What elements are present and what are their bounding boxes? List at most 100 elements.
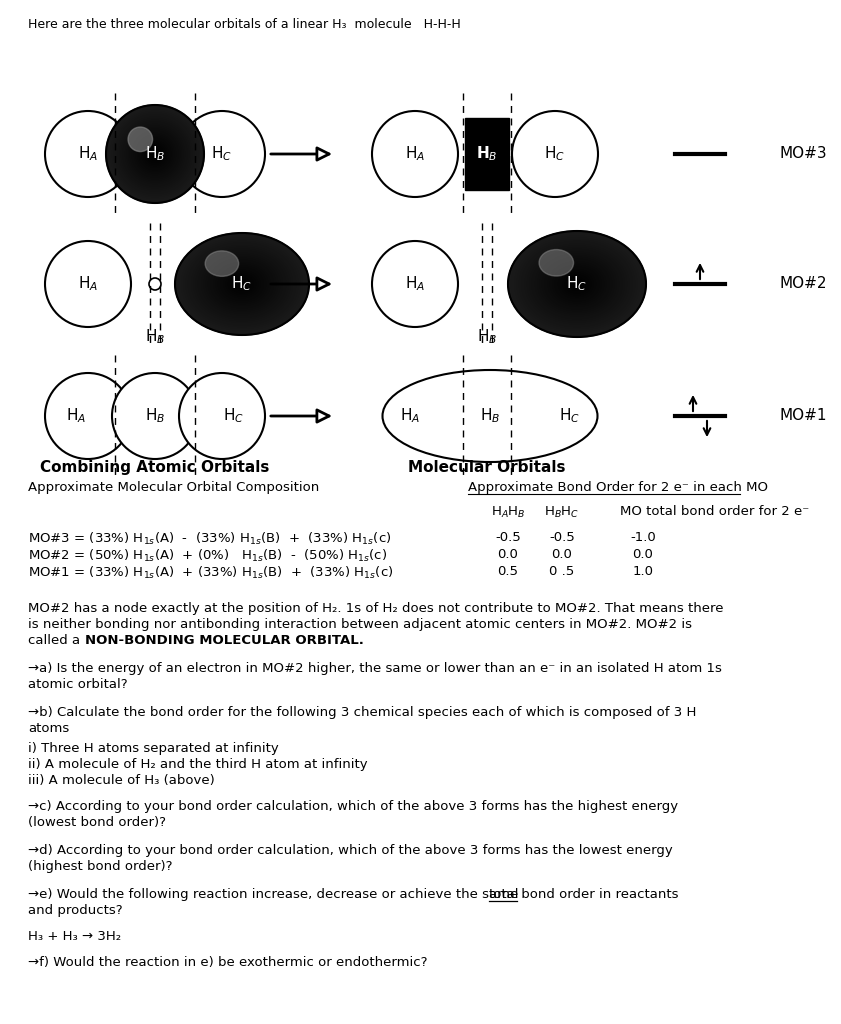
Circle shape <box>144 142 167 166</box>
Ellipse shape <box>222 268 262 299</box>
Circle shape <box>110 110 200 199</box>
Circle shape <box>143 141 167 166</box>
Text: H$_B$H$_C$: H$_B$H$_C$ <box>544 505 579 520</box>
Circle shape <box>45 373 131 459</box>
Ellipse shape <box>206 257 278 311</box>
Circle shape <box>112 373 198 459</box>
Ellipse shape <box>513 234 642 334</box>
FancyBboxPatch shape <box>465 118 509 190</box>
Circle shape <box>124 123 186 185</box>
Circle shape <box>150 150 160 159</box>
Circle shape <box>139 137 172 170</box>
Circle shape <box>106 105 204 203</box>
Text: ii) A molecule of H₂ and the third H atom at infinity: ii) A molecule of H₂ and the third H ato… <box>28 758 368 771</box>
Circle shape <box>151 150 159 158</box>
Circle shape <box>112 111 198 198</box>
Ellipse shape <box>533 251 621 317</box>
Circle shape <box>145 144 165 164</box>
Ellipse shape <box>574 283 579 286</box>
Ellipse shape <box>562 272 592 296</box>
Text: and products?: and products? <box>28 904 123 918</box>
Text: MO#1 = (33%) H$_{1s}$(A)  + (33%) H$_{1s}$(B)  +  (33%) H$_{1s}$(c): MO#1 = (33%) H$_{1s}$(A) + (33%) H$_{1s}… <box>28 565 394 581</box>
Text: 0 .5: 0 .5 <box>549 565 574 578</box>
Circle shape <box>108 106 203 202</box>
Text: →a) Is the energy of an electron in MO#2 higher, the same or lower than an e⁻ in: →a) Is the energy of an electron in MO#2… <box>28 662 722 675</box>
Circle shape <box>140 139 170 169</box>
Ellipse shape <box>518 239 636 329</box>
Ellipse shape <box>534 251 620 316</box>
Ellipse shape <box>532 250 621 318</box>
Text: 0.0: 0.0 <box>632 548 653 561</box>
Text: MO total bond order for 2 e⁻: MO total bond order for 2 e⁻ <box>620 505 809 518</box>
Ellipse shape <box>201 253 283 315</box>
Circle shape <box>372 241 458 327</box>
Ellipse shape <box>185 241 299 328</box>
Circle shape <box>114 114 196 195</box>
Circle shape <box>125 125 184 183</box>
Circle shape <box>119 118 191 189</box>
Text: Approximate Bond Order for 2 e⁻ in each MO: Approximate Bond Order for 2 e⁻ in each … <box>468 481 768 494</box>
Text: i) Three H atoms separated at infinity: i) Three H atoms separated at infinity <box>28 742 278 755</box>
Circle shape <box>150 148 161 160</box>
Ellipse shape <box>516 238 638 331</box>
Text: Approximate Molecular Orbital Composition: Approximate Molecular Orbital Compositio… <box>28 481 320 494</box>
Text: is neither bonding nor antibonding interaction between adjacent atomic centers i: is neither bonding nor antibonding inter… <box>28 618 692 631</box>
Circle shape <box>107 105 204 202</box>
Ellipse shape <box>234 279 250 290</box>
Ellipse shape <box>176 233 308 334</box>
Text: called a: called a <box>28 634 84 647</box>
Ellipse shape <box>236 280 247 288</box>
Circle shape <box>114 113 197 196</box>
Text: (lowest bond order)?: (lowest bond order)? <box>28 816 166 829</box>
Ellipse shape <box>549 263 605 305</box>
Text: H$_B$: H$_B$ <box>480 407 500 425</box>
Text: Here are the three molecular orbitals of a linear H₃  molecule   H-H-H: Here are the three molecular orbitals of… <box>28 18 461 31</box>
Ellipse shape <box>196 249 288 318</box>
Ellipse shape <box>560 270 595 297</box>
Ellipse shape <box>570 279 584 290</box>
Circle shape <box>372 111 458 197</box>
Ellipse shape <box>188 243 297 326</box>
Circle shape <box>126 125 183 182</box>
Circle shape <box>140 138 171 170</box>
Ellipse shape <box>573 281 582 288</box>
Text: atomic orbital?: atomic orbital? <box>28 678 128 691</box>
Ellipse shape <box>558 269 596 299</box>
Circle shape <box>130 129 180 179</box>
Circle shape <box>153 153 156 156</box>
Text: H₃ + H₃ → 3H₂: H₃ + H₃ → 3H₂ <box>28 930 121 943</box>
Ellipse shape <box>542 257 611 310</box>
Circle shape <box>145 143 166 165</box>
Circle shape <box>108 108 202 201</box>
Text: H$_A$: H$_A$ <box>400 407 420 425</box>
Circle shape <box>120 119 190 189</box>
Ellipse shape <box>530 248 624 321</box>
Ellipse shape <box>230 274 254 293</box>
Ellipse shape <box>537 253 617 315</box>
Circle shape <box>121 120 189 188</box>
Text: NON-BONDING MOLECULAR ORBITAL.: NON-BONDING MOLECULAR ORBITAL. <box>85 634 364 647</box>
Text: →f) Would the reaction in e) be exothermic or endothermic?: →f) Would the reaction in e) be exotherm… <box>28 956 427 969</box>
Circle shape <box>127 126 182 182</box>
Circle shape <box>132 131 177 177</box>
Text: 0.0: 0.0 <box>498 548 518 561</box>
Circle shape <box>131 130 178 178</box>
Circle shape <box>111 110 199 198</box>
Text: H$_C$: H$_C$ <box>567 274 588 293</box>
Ellipse shape <box>543 258 611 309</box>
Ellipse shape <box>204 255 280 313</box>
Ellipse shape <box>521 241 633 328</box>
Circle shape <box>121 121 188 187</box>
Ellipse shape <box>181 238 304 331</box>
Ellipse shape <box>558 270 595 298</box>
Circle shape <box>146 145 164 163</box>
Ellipse shape <box>237 281 246 288</box>
Ellipse shape <box>227 273 257 295</box>
Circle shape <box>113 112 198 197</box>
Ellipse shape <box>545 259 609 308</box>
Circle shape <box>116 115 194 194</box>
Circle shape <box>123 122 187 185</box>
Ellipse shape <box>561 271 593 296</box>
Ellipse shape <box>239 282 246 287</box>
Ellipse shape <box>209 258 276 309</box>
